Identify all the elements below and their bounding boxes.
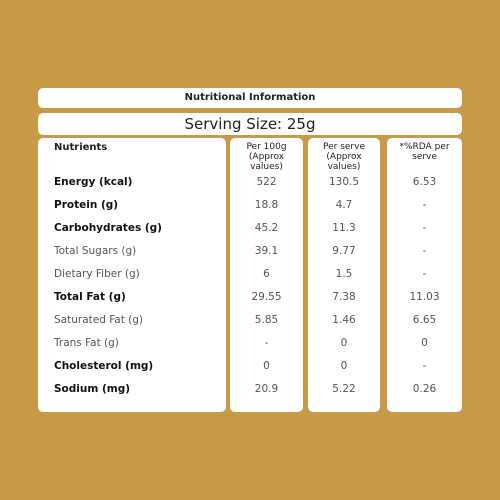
nutrient-value: 522 bbox=[256, 176, 277, 188]
nutrient-value: - bbox=[422, 360, 427, 372]
nutrient-name: Total Fat (g) bbox=[54, 291, 126, 303]
nutrient-value: 1.5 bbox=[335, 268, 353, 280]
nutrient-value: 18.8 bbox=[254, 199, 279, 211]
column-header: Per 100g (Approx values) bbox=[246, 142, 287, 172]
nutrient-value: 45.2 bbox=[254, 222, 279, 234]
nutrient-value: - bbox=[422, 199, 427, 211]
nutrient-name: Protein (g) bbox=[54, 199, 119, 211]
column-header: *%RDA per serve bbox=[399, 142, 450, 162]
nutrient-name: Sodium (mg) bbox=[54, 383, 131, 395]
nutrient-value: - bbox=[264, 337, 269, 349]
title-bar: Nutritional Information bbox=[38, 88, 462, 108]
nutrient-value: - bbox=[422, 268, 427, 280]
nutrient-value: 9.77 bbox=[332, 245, 356, 257]
column-box bbox=[387, 138, 462, 412]
serving-size: Serving Size: 25g bbox=[184, 115, 316, 133]
nutrient-value: 0 bbox=[421, 337, 428, 349]
nutrient-value: 7.38 bbox=[332, 291, 356, 303]
nutrient-value: 1.46 bbox=[332, 314, 356, 326]
column-header: Nutrients bbox=[54, 142, 108, 153]
nutrient-value: 0 bbox=[340, 360, 348, 372]
nutrient-value: 5.85 bbox=[254, 314, 279, 326]
nutrient-value: 0.26 bbox=[412, 383, 437, 395]
nutrient-value: 6.53 bbox=[412, 176, 437, 188]
column-header: Per serve (Approx values) bbox=[323, 142, 365, 172]
nutrient-value: 0 bbox=[263, 360, 270, 372]
nutrient-name: Dietary Fiber (g) bbox=[54, 268, 140, 280]
nutrient-value: 0 bbox=[340, 337, 348, 349]
nutrient-name: Energy (kcal) bbox=[54, 176, 133, 188]
nutrient-name: Saturated Fat (g) bbox=[54, 314, 144, 326]
nutrient-value: 29.55 bbox=[251, 291, 282, 303]
serving-bar: Serving Size: 25g bbox=[38, 113, 462, 135]
nutrient-value: 39.1 bbox=[254, 245, 279, 257]
nutrient-value: 6 bbox=[263, 268, 270, 280]
nutrient-value: 6.65 bbox=[412, 314, 437, 326]
nutrient-name: Cholesterol (mg) bbox=[54, 360, 154, 372]
nutrient-value: - bbox=[422, 222, 427, 234]
nutrient-value: 5.22 bbox=[332, 383, 356, 395]
nutrient-value: 130.5 bbox=[328, 176, 360, 188]
column-box bbox=[38, 138, 226, 412]
nutrient-value: 20.9 bbox=[254, 383, 279, 395]
nutrient-value: - bbox=[422, 245, 427, 257]
nutrient-name: Total Sugars (g) bbox=[54, 245, 137, 257]
column-box bbox=[230, 138, 303, 412]
title: Nutritional Information bbox=[184, 92, 316, 103]
nutrient-name: Trans Fat (g) bbox=[54, 337, 119, 349]
nutrient-value: 11.3 bbox=[332, 222, 356, 234]
nutrient-value: 4.7 bbox=[335, 199, 353, 211]
nutrient-value: 11.03 bbox=[409, 291, 440, 303]
column-box bbox=[308, 138, 380, 412]
nutrient-name: Carbohydrates (g) bbox=[54, 222, 162, 234]
